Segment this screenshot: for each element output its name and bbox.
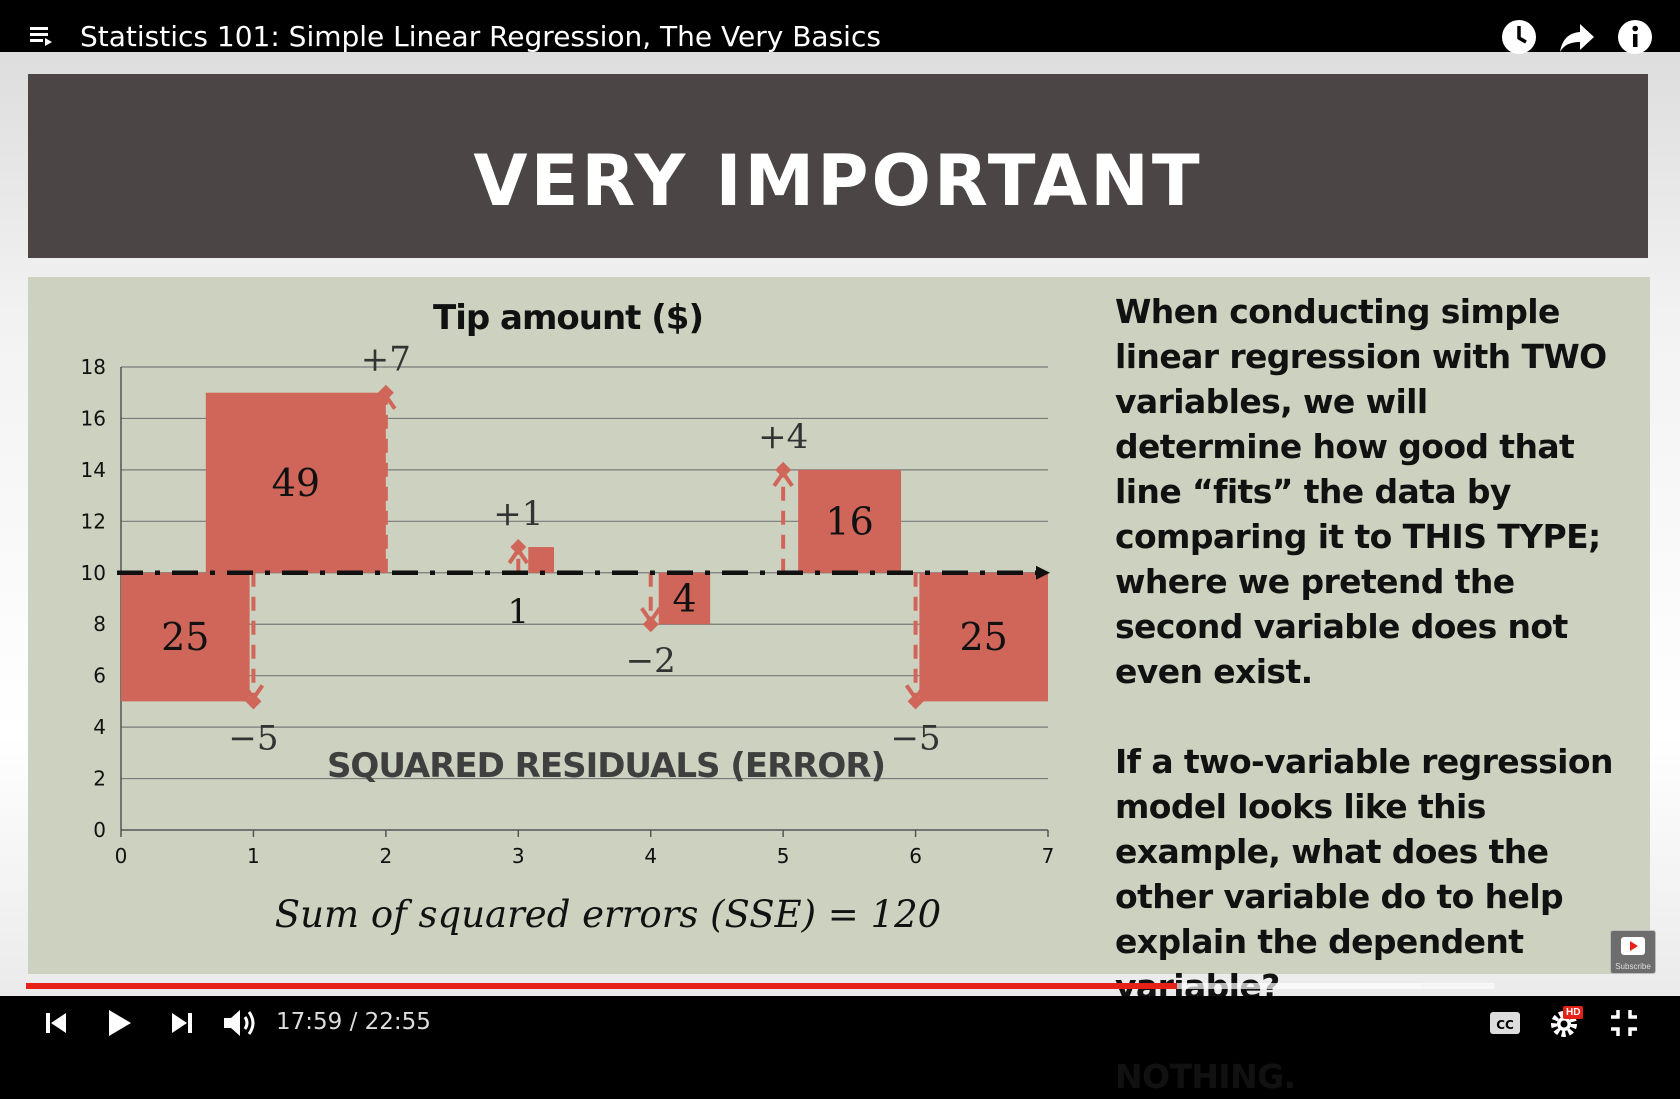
data-point: [642, 616, 659, 633]
y-tick-label: 8: [93, 612, 106, 636]
player-controls: 17:59 / 22:55 CC HD: [0, 996, 1680, 1050]
time-display: 17:59 / 22:55: [276, 1009, 431, 1035]
previous-icon[interactable]: [40, 1007, 72, 1039]
explanation-paragraph-1: When conducting simple linear regression…: [1115, 292, 1607, 691]
squared-value-label: 25: [161, 615, 209, 659]
info-icon[interactable]: [1614, 16, 1656, 58]
data-point: [245, 693, 262, 710]
slide-panel: 0 2 4 6 8 10 12 14 16 18 0 1 2 3 4 5 6 7 25 −5 49 +7 1 +1 4 −2 16…: [28, 277, 1650, 1096]
volume-icon[interactable]: [220, 1005, 260, 1041]
mean-line-arrowhead: [1036, 565, 1050, 580]
play-icon[interactable]: [102, 1005, 136, 1041]
playlist-icon[interactable]: [26, 20, 56, 50]
y-tick-label: 4: [93, 715, 106, 739]
chart-annotation: SQUARED RESIDUALS (ERROR): [327, 746, 885, 786]
player-top-bar: Statistics 101: Simple Linear Regression…: [0, 0, 1680, 54]
x-tick-label: 3: [512, 844, 525, 868]
squared-residual-box: [658, 572, 711, 625]
share-icon[interactable]: [1556, 16, 1598, 58]
hd-badge: HD: [1563, 1006, 1584, 1019]
y-tick-label: 14: [81, 458, 106, 482]
data-point: [510, 539, 527, 556]
y-tick-label: 12: [81, 509, 106, 533]
played-bar: [26, 983, 1177, 989]
residual-label: −5: [228, 718, 278, 758]
y-tick-label: 18: [81, 355, 106, 379]
data-point: [377, 384, 394, 401]
gear-icon[interactable]: [1547, 1006, 1581, 1040]
slide-explanation: When conducting simple linear regression…: [1115, 289, 1625, 1099]
x-tick-label: 0: [115, 844, 128, 868]
explanation-answer: NOTHING.: [1115, 1057, 1296, 1096]
explanation-paragraph-2: If a two-variable regression model looks…: [1115, 742, 1613, 1006]
sse-formula: Sum of squared errors (SSE) = 120: [275, 893, 941, 936]
squared-value-label: 16: [825, 499, 873, 543]
residual-label: +4: [758, 417, 808, 457]
y-tick-label: 0: [93, 818, 106, 842]
y-tick-label: 16: [81, 406, 106, 430]
squared-value-label: 4: [672, 577, 696, 621]
data-point: [775, 461, 792, 478]
squared-residual-box: [798, 469, 902, 573]
exit-fullscreen-icon[interactable]: [1608, 1007, 1640, 1039]
x-tick-label: 4: [644, 844, 657, 868]
squared-value-label: 25: [960, 615, 1008, 659]
x-tick-label: 2: [379, 844, 392, 868]
subscribe-label: Subscribe: [1615, 962, 1651, 971]
squared-residual-box: [919, 572, 1048, 702]
chart-title: Tip amount ($): [433, 298, 703, 338]
squared-residual-box: [205, 392, 386, 573]
x-tick-label: 7: [1042, 844, 1055, 868]
residual-label: −5: [891, 718, 941, 758]
x-tick-label: 6: [909, 844, 922, 868]
slide-banner: VERY IMPORTANT: [28, 74, 1648, 258]
x-tick-label: 5: [777, 844, 790, 868]
subscribe-icon: [1621, 937, 1645, 955]
squared-residual-box: [528, 547, 555, 573]
y-tick-label: 10: [81, 561, 106, 585]
data-point: [907, 693, 924, 710]
squared-residual-box: [121, 572, 250, 702]
y-tick-label: 6: [93, 664, 106, 688]
squared-value-label: 49: [272, 461, 320, 505]
next-icon[interactable]: [166, 1007, 198, 1039]
residual-label: +7: [361, 340, 411, 380]
svg-text:CC: CC: [1496, 1018, 1514, 1032]
video-title[interactable]: Statistics 101: Simple Linear Regression…: [80, 20, 881, 53]
subscribe-button[interactable]: Subscribe: [1610, 930, 1656, 974]
y-tick-label: 2: [93, 767, 106, 791]
clock-icon[interactable]: [1498, 16, 1540, 58]
residual-label: −2: [626, 641, 676, 681]
captions-icon[interactable]: CC: [1488, 1008, 1522, 1038]
x-tick-label: 1: [247, 844, 260, 868]
residual-label: +1: [493, 494, 543, 534]
squared-value-label: 1: [507, 592, 529, 632]
progress-bar[interactable]: [26, 983, 1494, 989]
slide-title: VERY IMPORTANT: [473, 140, 1203, 222]
